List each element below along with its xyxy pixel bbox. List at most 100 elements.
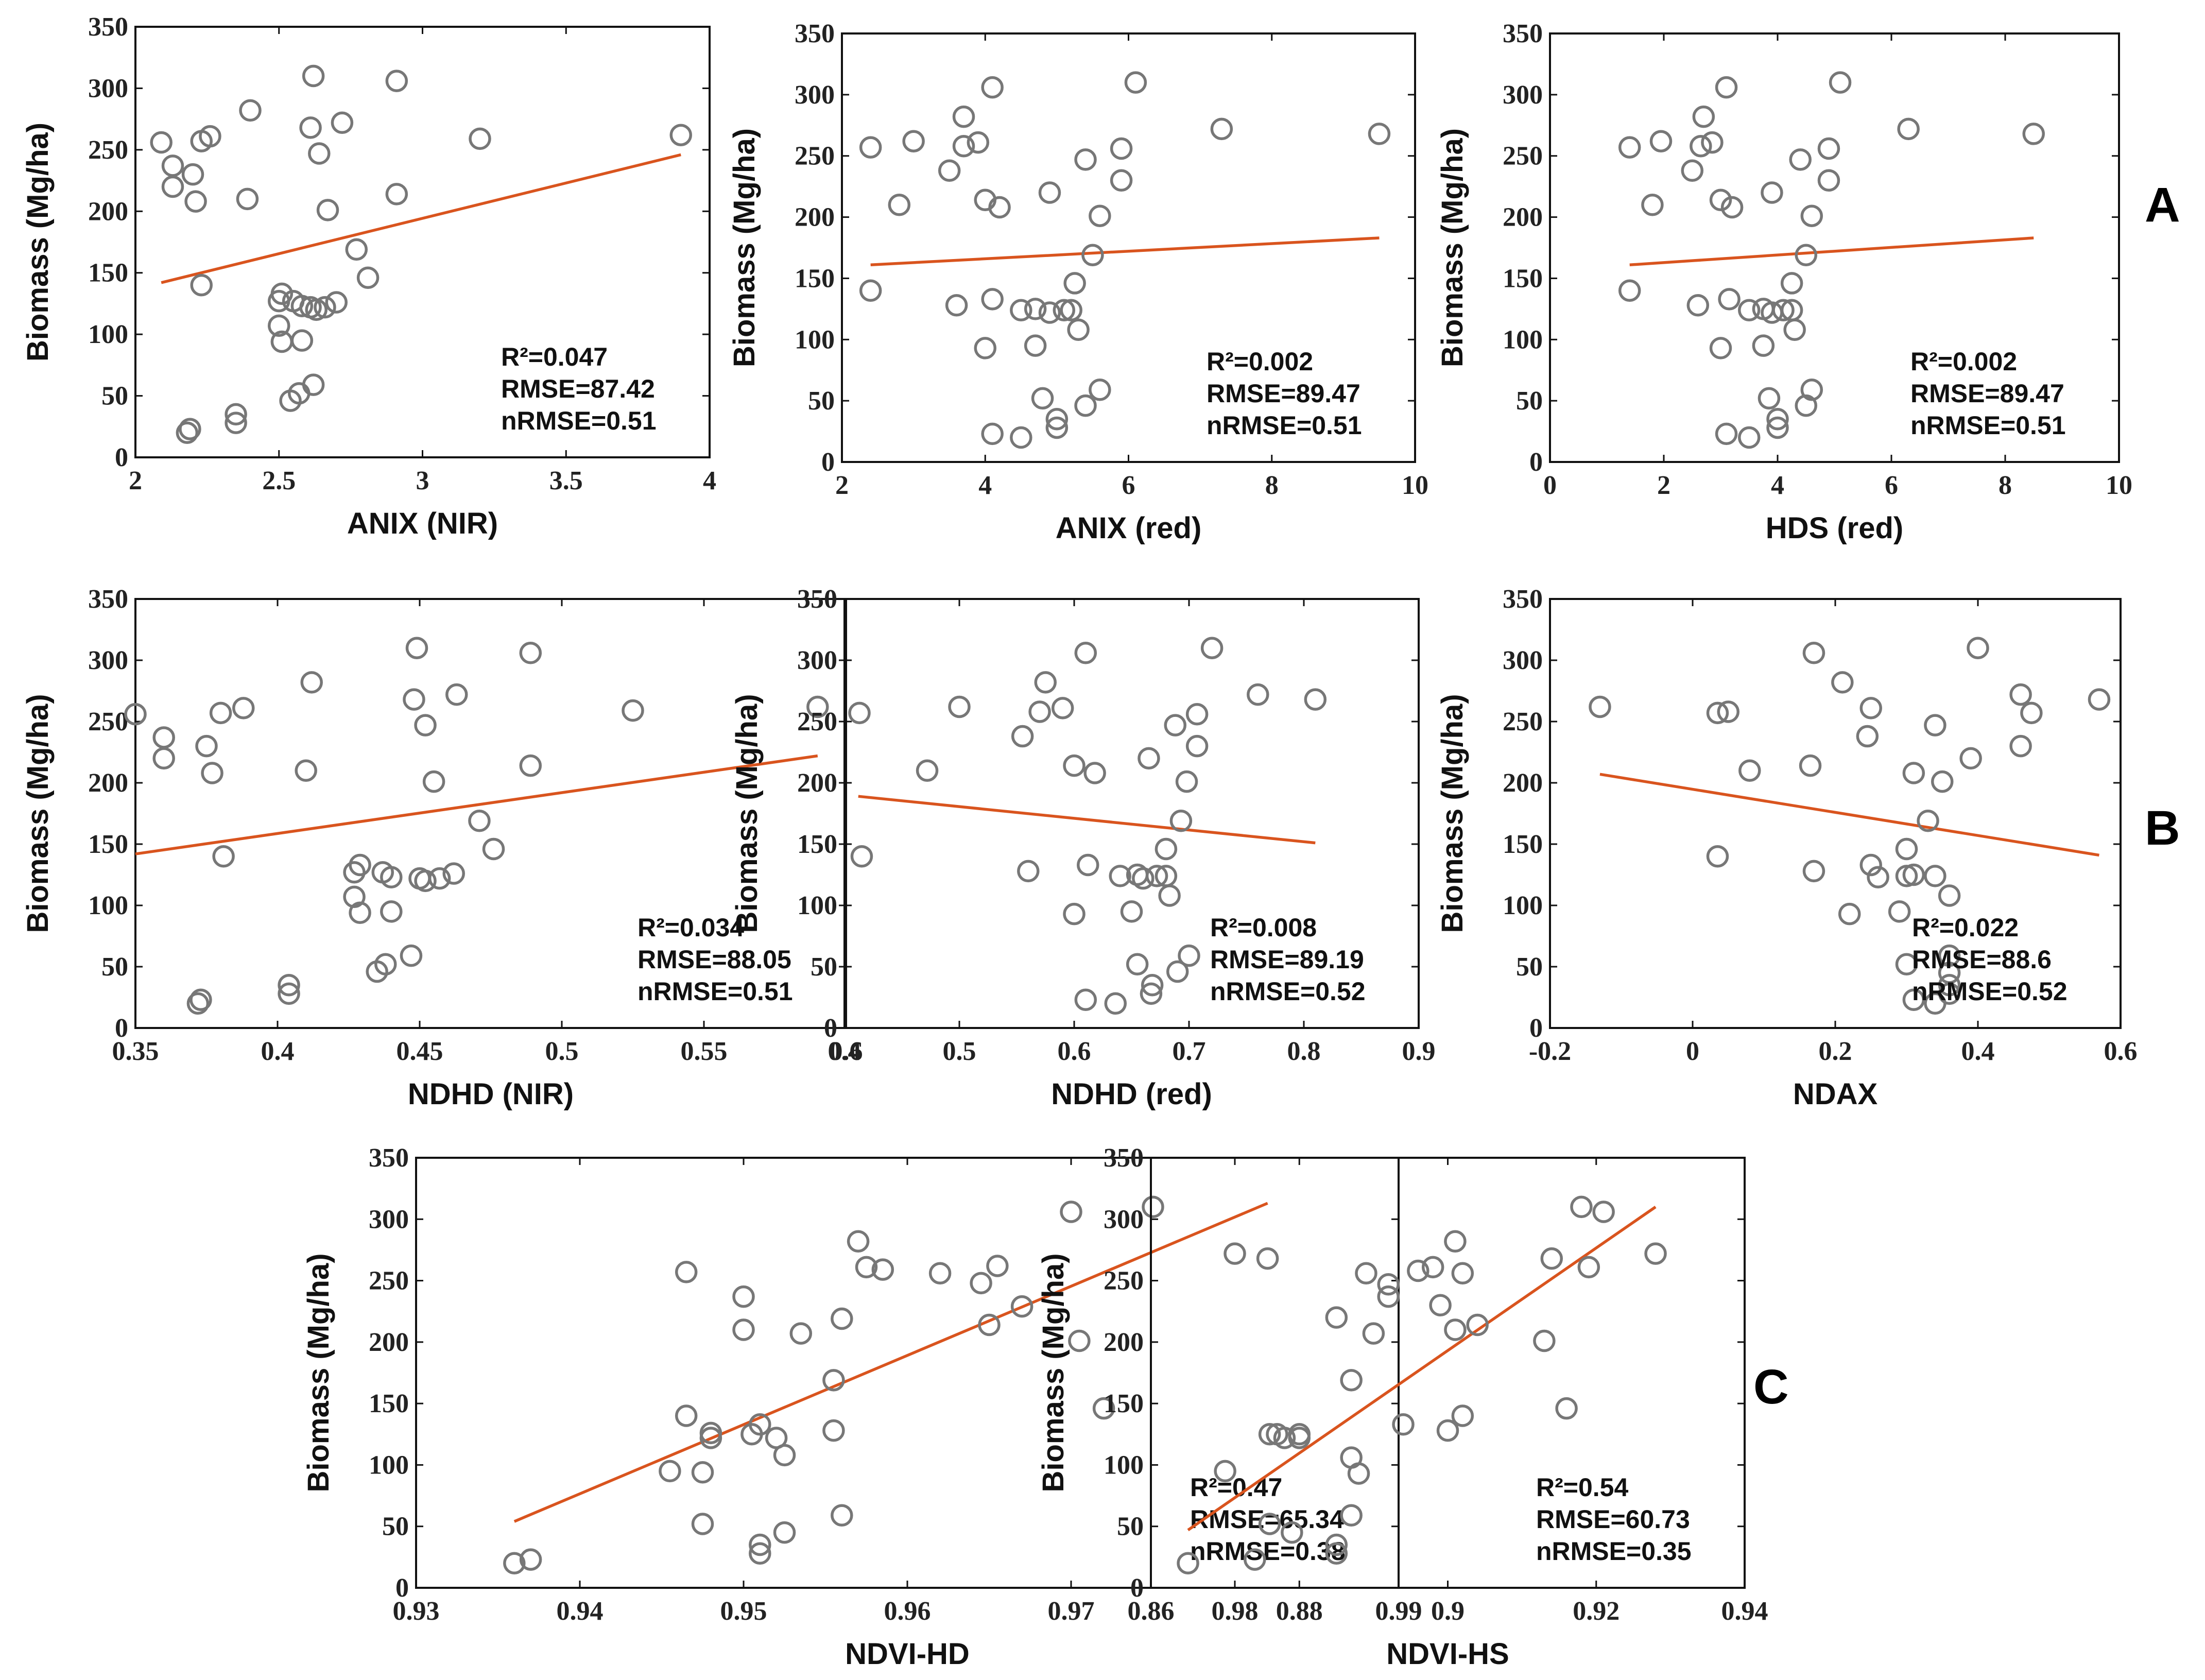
data-point [2009, 683, 2032, 706]
data-point [1010, 426, 1032, 449]
data-point [519, 754, 542, 777]
panel-label-b: B [2145, 801, 2180, 855]
x-tick-label: 0.5 [545, 1037, 579, 1066]
plot-frame [134, 598, 847, 1029]
data-point [1701, 131, 1724, 154]
data-point [1421, 1256, 1444, 1279]
data-point [1738, 426, 1761, 449]
data-point [749, 1542, 771, 1565]
x-axis-label: ANIX (red) [1056, 511, 1202, 545]
data-point [974, 337, 996, 359]
data-point [1867, 866, 1889, 889]
x-tick-label: 0.35 [112, 1037, 159, 1066]
data-point [981, 422, 1004, 445]
data-point [1067, 318, 1090, 341]
stat-line: RMSE=65.34 [1190, 1505, 1344, 1534]
data-point [1692, 105, 1715, 128]
y-tick-label: 300 [795, 80, 835, 110]
y-tick-label: 200 [1503, 768, 1543, 798]
data-point [1795, 244, 1817, 267]
y-tick-label: 50 [1117, 1512, 1144, 1541]
data-point [2088, 688, 2111, 711]
data-point [1800, 378, 1823, 401]
data-point [302, 64, 325, 88]
data-point [1340, 1369, 1363, 1392]
data-point [1802, 641, 1825, 664]
y-tick-label: 50 [101, 952, 128, 982]
x-axis-label: NDAX [1793, 1077, 1878, 1111]
x-tick-label: 4 [703, 466, 716, 495]
data-point [302, 373, 325, 396]
data-point [988, 196, 1011, 219]
y-tick-label: 250 [1104, 1266, 1144, 1296]
data-point [1120, 900, 1143, 923]
data-point [1938, 973, 1961, 997]
data-point [290, 329, 314, 352]
data-point [1706, 845, 1729, 868]
data-point [1273, 1427, 1296, 1449]
x-tick-label: 0.9 [1402, 1037, 1436, 1066]
data-point [305, 298, 328, 321]
regression-line [513, 1202, 1268, 1523]
x-axis-label: NDVI-HD [845, 1637, 970, 1671]
x-tick-label: 0.94 [1721, 1597, 1768, 1626]
y-axis-label: Biomass (Mg/ha) [21, 123, 55, 362]
data-point [659, 1460, 681, 1483]
x-tick-label: 0.97 [1048, 1597, 1095, 1626]
plot-frame [843, 598, 1420, 1029]
data-point [1089, 204, 1111, 227]
data-point [482, 837, 505, 861]
data-point [1589, 695, 1611, 718]
y-tick-label: 150 [797, 830, 837, 859]
data-point [1175, 770, 1198, 793]
data-point [212, 845, 235, 868]
data-point [519, 1548, 542, 1571]
stat-line: nRMSE=0.52 [1210, 977, 1366, 1006]
x-tick-label: 0.96 [884, 1597, 931, 1626]
data-point [184, 190, 207, 213]
chart-ndhd-red: 0.4 0.5 0.6 0.7 0.8 0.9 0 50 100 150 200 250 300 350 N… [730, 585, 1436, 1111]
data-point [161, 175, 184, 198]
data-point [1126, 953, 1149, 975]
data-point [295, 759, 317, 782]
data-point [1780, 272, 1803, 295]
data-point [1081, 244, 1104, 267]
x-tick-label: 8 [1999, 471, 2012, 500]
stat-line: RMSE=89.19 [1210, 945, 1364, 974]
data-point [1060, 299, 1082, 321]
y-tick-label: 50 [811, 952, 837, 982]
y-tick-label: 0 [115, 1014, 128, 1043]
stat-line: RMSE=89.47 [1910, 379, 2064, 408]
data-point [290, 295, 314, 317]
x-tick-label: 2 [129, 466, 142, 495]
data-point [176, 421, 199, 444]
data-point [1288, 1423, 1311, 1446]
y-tick-label: 100 [795, 325, 835, 354]
data-point [1017, 860, 1040, 883]
data-point [1038, 301, 1061, 324]
data-point [1325, 1542, 1348, 1565]
data-point [1831, 671, 1854, 694]
data-point [1166, 960, 1189, 983]
data-point [978, 1313, 1001, 1336]
y-tick-label: 50 [808, 386, 835, 416]
y-axis-label: Biomass (Mg/ha) [21, 694, 55, 933]
data-point [345, 238, 368, 261]
data-point [1752, 334, 1775, 357]
data-point [414, 714, 437, 736]
data-point [773, 1444, 796, 1467]
data-point [806, 695, 829, 718]
data-point [1063, 902, 1086, 925]
y-axis-label: Biomass (Mg/ha) [302, 1253, 335, 1492]
data-point [850, 845, 873, 868]
x-tick-label: 0.55 [681, 1037, 728, 1066]
data-point [1256, 1247, 1279, 1270]
stat-line: nRMSE=0.51 [1207, 411, 1362, 440]
data-point [1074, 148, 1097, 171]
y-tick-label: 150 [1503, 264, 1543, 293]
data-point [519, 641, 542, 664]
data-point [1717, 700, 1739, 723]
data-point [1799, 754, 1822, 777]
x-tick-label: 4 [1771, 471, 1784, 500]
y-tick-label: 350 [88, 12, 128, 42]
